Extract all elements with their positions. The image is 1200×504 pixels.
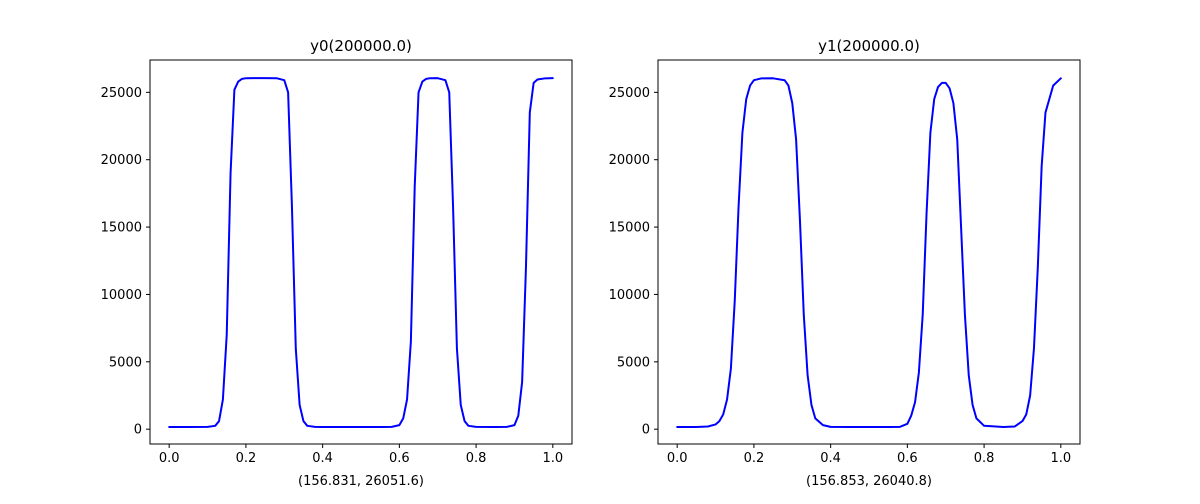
x-tick-label: 0.2 [236,451,257,466]
x-axis-label: (156.853, 26040.8) [806,474,932,489]
x-tick-label: 0.0 [159,451,180,466]
chart-panel-1: 0.0 0.2 0.4 0.6 0.8 1.0 0 5000 10000 15000 20000 25… [609,37,1081,489]
plot-frame [657,59,1081,445]
chart-title: y0(200000.0) [310,37,412,55]
x-tick-label: 1.0 [1050,451,1071,466]
y-tick-label: 0 [642,423,650,438]
chart-panel-0: 0.0 0.2 0.4 0.6 0.8 1.0 0 5000 10000 15000 20000 25… [101,37,573,489]
x-tick-label: 0.4 [820,451,841,466]
chart-title: y1(200000.0) [818,37,920,55]
y-tick-label: 5000 [109,355,142,370]
y-tick-label: 15000 [609,221,650,236]
x-tick-label: 0.2 [744,451,765,466]
series-line-0 [168,77,554,429]
y-tick-label: 25000 [609,86,650,101]
plot-frame [149,59,573,445]
y-tick-label: 20000 [101,153,142,168]
x-tick-label: 0.8 [466,451,487,466]
series-line-0 [676,77,1062,429]
x-tick-label: 0.0 [667,451,688,466]
y-tick-label: 5000 [617,355,650,370]
x-tick-label: 0.6 [897,451,918,466]
y-tick-label: 10000 [101,288,142,303]
x-tick-label: 0.6 [389,451,410,466]
y-tick-label: 25000 [101,86,142,101]
y-tick-label: 0 [134,423,142,438]
x-axis-label: (156.831, 26051.6) [298,474,424,489]
x-tick-label: 0.4 [312,451,333,466]
y-tick-label: 20000 [609,153,650,168]
y-tick-label: 15000 [101,221,142,236]
x-tick-label: 0.8 [974,451,995,466]
y-tick-label: 10000 [609,288,650,303]
x-tick-label: 1.0 [542,451,563,466]
